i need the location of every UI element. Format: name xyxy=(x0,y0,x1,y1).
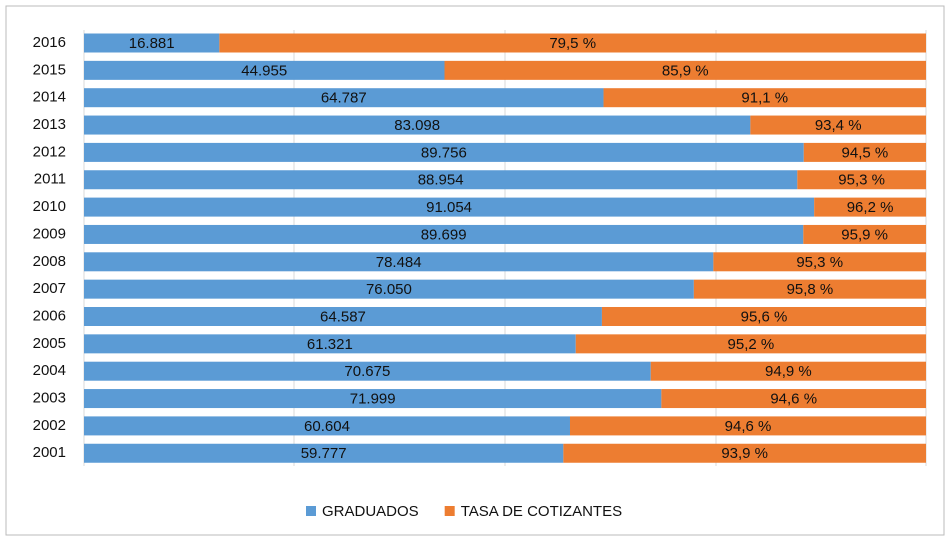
data-label: 94,9 % xyxy=(765,363,812,380)
data-label: 70.675 xyxy=(344,363,390,380)
data-label: 95,8 % xyxy=(787,281,834,298)
data-label: 44.955 xyxy=(241,62,287,79)
data-label: 71.999 xyxy=(350,391,396,408)
data-label: 95,6 % xyxy=(741,308,788,325)
y-tick-label: 2007 xyxy=(33,280,66,297)
bar-segment xyxy=(84,279,694,299)
data-label: 93,4 % xyxy=(815,117,862,134)
data-label: 79,5 % xyxy=(549,35,596,52)
bar-segment xyxy=(693,279,926,299)
bar-segment xyxy=(84,60,445,80)
bar-segment xyxy=(84,389,662,409)
bar-segment xyxy=(84,115,751,135)
y-tick-label: 2004 xyxy=(33,362,66,379)
data-label: 94,6 % xyxy=(725,418,772,435)
bar-segment xyxy=(84,197,815,217)
data-label: 95,2 % xyxy=(728,336,775,353)
y-tick-label: 2010 xyxy=(33,198,66,215)
y-tick-label: 2005 xyxy=(33,335,66,352)
data-label: 88.954 xyxy=(418,172,464,189)
bar-segment xyxy=(84,307,602,326)
y-tick-label: 2001 xyxy=(33,444,66,461)
data-label: 85,9 % xyxy=(662,62,709,79)
data-label: 64.787 xyxy=(321,90,367,107)
bar-segment xyxy=(84,33,220,53)
bar-segment xyxy=(803,224,926,244)
y-tick-label: 2015 xyxy=(33,61,66,78)
bar-segment xyxy=(797,170,926,190)
data-label: 76.050 xyxy=(366,281,412,298)
bar-segment xyxy=(84,224,804,244)
data-label: 60.604 xyxy=(304,418,350,435)
data-label: 96,2 % xyxy=(847,199,894,216)
bar-segment xyxy=(661,389,926,409)
data-label: 95,9 % xyxy=(841,226,888,243)
data-label: 83.098 xyxy=(394,117,440,134)
bar-segment xyxy=(84,88,604,108)
bar-segment xyxy=(219,33,927,53)
y-tick-label: 2016 xyxy=(33,34,66,51)
data-label: 95,3 % xyxy=(796,254,843,271)
data-label: 91,1 % xyxy=(741,90,788,107)
legend-swatch xyxy=(444,506,455,516)
legend-label: TASA DE COTIZANTES xyxy=(461,503,622,520)
y-tick-label: 2009 xyxy=(33,225,66,242)
data-label: 16.881 xyxy=(129,35,175,52)
y-tick-label: 2008 xyxy=(33,253,66,270)
legend-label: GRADUADOS xyxy=(322,503,419,520)
data-label: 94,5 % xyxy=(842,144,889,161)
bar-segment xyxy=(575,334,926,354)
y-tick-label: 2013 xyxy=(33,116,66,133)
bar-segment xyxy=(750,115,926,135)
y-tick-label: 2002 xyxy=(33,417,66,434)
bar-segment xyxy=(603,88,926,108)
bar-segment xyxy=(569,416,926,436)
bar-segment xyxy=(601,307,926,326)
y-tick-label: 2012 xyxy=(33,143,66,160)
data-label: 64.587 xyxy=(320,308,366,325)
bar-segment xyxy=(84,252,714,272)
bar-segment xyxy=(444,60,926,80)
data-label: 61.321 xyxy=(307,336,353,353)
bar-segment xyxy=(84,142,804,162)
bar-segment xyxy=(84,443,564,463)
data-label: 91.054 xyxy=(426,199,472,216)
y-tick-label: 2014 xyxy=(33,89,66,106)
data-label: 89.756 xyxy=(421,144,467,161)
bar-segment xyxy=(84,416,570,436)
data-label: 78.484 xyxy=(376,254,422,271)
bar-segment xyxy=(84,170,798,190)
data-label: 93,9 % xyxy=(721,445,768,462)
bar-segment xyxy=(84,334,576,354)
bar-segment xyxy=(84,361,651,381)
legend-swatch xyxy=(306,506,316,516)
y-tick-label: 2003 xyxy=(33,390,66,407)
bar-segment xyxy=(563,443,926,463)
data-label: 89.699 xyxy=(421,226,467,243)
bar-segment xyxy=(803,142,926,162)
y-tick-label: 2006 xyxy=(33,307,66,324)
bar-segment xyxy=(650,361,926,381)
data-label: 95,3 % xyxy=(838,172,885,189)
y-tick-label: 2011 xyxy=(34,171,66,188)
data-label: 94,6 % xyxy=(770,391,817,408)
data-label: 59.777 xyxy=(301,445,347,462)
bar-segment xyxy=(814,197,926,217)
bar-segment xyxy=(713,252,926,272)
